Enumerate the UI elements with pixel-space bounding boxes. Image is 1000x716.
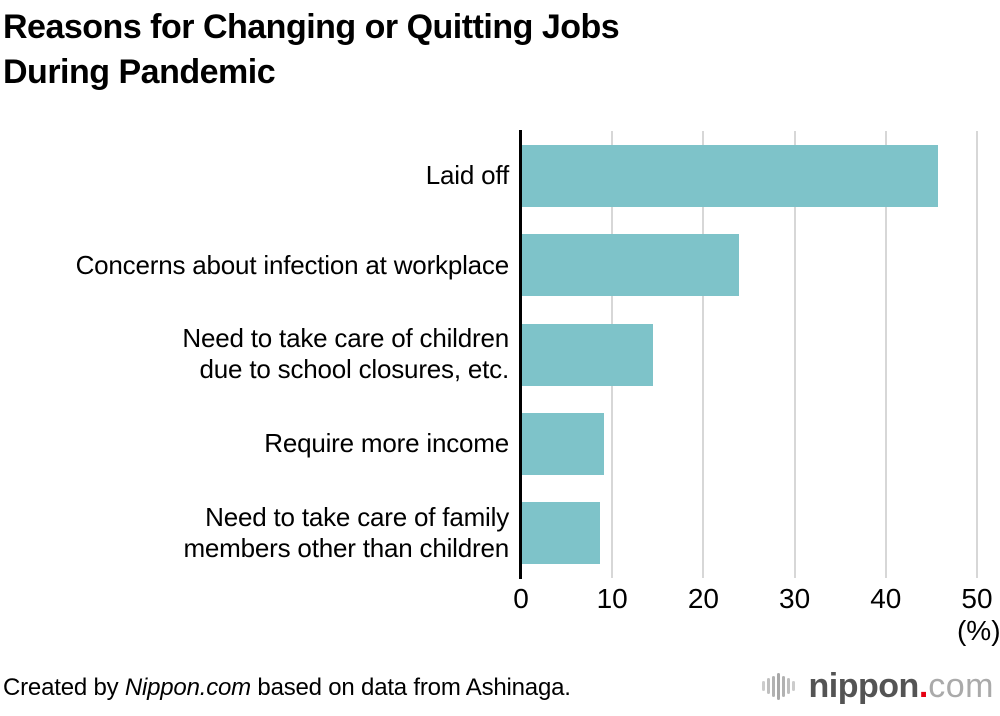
bar <box>522 144 938 207</box>
x-tick-label: 20 <box>687 583 719 614</box>
credit-suffix: based on data from Ashinaga. <box>250 674 571 701</box>
x-tick-label: 40 <box>870 583 902 614</box>
credit-text: Created by Nippon.com based on data from… <box>3 674 571 702</box>
plot-area <box>519 130 978 579</box>
gridline <box>793 131 796 578</box>
soundwave-bar <box>776 672 780 700</box>
x-tick-label: 10 <box>596 583 628 614</box>
soundwave-bar <box>766 678 770 694</box>
x-tick-label: 50 <box>961 583 993 614</box>
chart-title-line1: Reasons for Changing or Quitting Jobs <box>3 8 620 46</box>
gridline <box>976 131 978 578</box>
x-tick-label: 0 <box>513 583 529 614</box>
logo-text-bold: nippon <box>808 666 920 705</box>
soundwave-bar <box>771 675 775 697</box>
soundwave-bar <box>781 675 785 697</box>
logo-dot: . <box>918 666 929 705</box>
bar <box>522 323 654 386</box>
chart-title-line2: During Pandemic <box>3 53 276 91</box>
category-label: Require more income <box>264 428 509 459</box>
credit-source: Nippon.com <box>124 674 251 701</box>
nippon-logo: nippon. com <box>761 664 994 708</box>
category-label: Need to take care of children due to sch… <box>182 323 509 385</box>
bar <box>522 412 605 475</box>
category-label: Laid off <box>425 160 509 191</box>
soundwave-bar <box>786 678 790 694</box>
soundwave-bar <box>791 681 795 691</box>
gridline <box>884 131 887 578</box>
nippon-logo-text: nippon. com <box>809 667 994 706</box>
soundwave-icon <box>761 672 795 700</box>
category-labels: Laid off Concerns about infection at work… <box>0 131 510 578</box>
bar <box>522 502 600 565</box>
soundwave-bar <box>761 681 765 691</box>
gridline <box>702 131 705 578</box>
x-tick-label: 30 <box>779 583 811 614</box>
logo-text-light: com <box>928 666 994 705</box>
x-axis-unit-label: (%) <box>956 615 1000 646</box>
bar <box>522 234 740 297</box>
y-axis-line <box>519 130 522 579</box>
category-label: Concerns about infection at workplace <box>75 249 510 280</box>
credit-prefix: Created by <box>3 674 125 701</box>
chart-title: Reasons for Changing or Quitting Jobs Du… <box>3 5 620 95</box>
category-label: Need to take care of family members othe… <box>183 502 509 564</box>
